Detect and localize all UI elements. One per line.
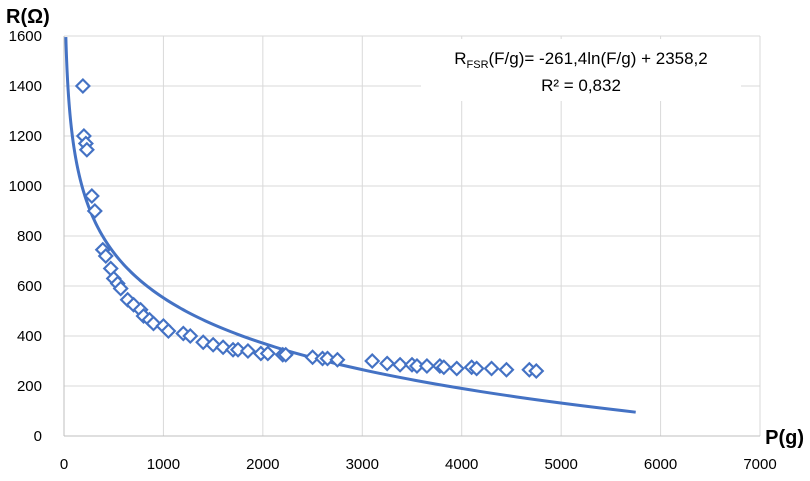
data-point-marker xyxy=(435,359,452,376)
data-point-marker xyxy=(392,356,409,373)
equation-subscript: FSR xyxy=(467,59,489,71)
data-point-marker xyxy=(86,202,103,220)
y-tick-label: 1400 xyxy=(9,78,42,95)
data-point-marker xyxy=(229,341,247,358)
y-tick-label: 200 xyxy=(17,378,42,395)
x-tick-label: 4000 xyxy=(445,456,478,473)
data-point-marker xyxy=(483,360,500,377)
trendline-equation: RFSR(F/g)= -261,4ln(F/g) + 2358,2 xyxy=(454,49,708,71)
x-tick-label: 3000 xyxy=(346,456,379,473)
y-tick-label: 1600 xyxy=(9,28,42,45)
x-tick-labels: 0 1000 2000 3000 4000 5000 6000 7000 xyxy=(60,456,777,473)
data-point-marker xyxy=(182,327,199,345)
data-point-marker xyxy=(277,346,294,363)
data-point-marker xyxy=(83,187,100,205)
y-tick-label: 1000 xyxy=(9,178,42,195)
y-tick-label: 1200 xyxy=(9,128,42,145)
x-tick-label: 2000 xyxy=(246,456,279,473)
data-point-marker xyxy=(239,342,256,360)
data-point-marker xyxy=(498,361,515,378)
data-point-marker xyxy=(364,352,381,370)
data-point-marker xyxy=(448,360,465,377)
x-tick-label: 7000 xyxy=(743,456,776,473)
x-tick-label: 1000 xyxy=(147,456,180,473)
equation-box xyxy=(421,39,741,101)
data-point-marker xyxy=(418,357,435,375)
data-point-marker xyxy=(97,247,114,265)
x-tick-label: 0 xyxy=(60,456,68,473)
data-point-marker xyxy=(319,350,336,367)
data-point-marker xyxy=(259,345,276,362)
data-point-marker xyxy=(112,280,129,297)
y-tick-label: 800 xyxy=(17,228,42,245)
axes xyxy=(63,36,760,437)
data-point-marker xyxy=(74,77,91,95)
y-tick-label: 600 xyxy=(17,278,42,295)
data-point-marker xyxy=(379,355,396,372)
data-points xyxy=(74,77,545,380)
data-point-marker xyxy=(528,362,545,380)
equation-rhs: (F/g)= -261,4ln(F/g) + 2358,2 xyxy=(489,49,708,68)
x-tick-label: 5000 xyxy=(544,456,577,473)
y-tick-label: 0 xyxy=(34,428,42,445)
data-point-marker xyxy=(78,141,95,158)
x-tick-label: 6000 xyxy=(644,456,677,473)
y-tick-labels: 0 200 400 600 800 1000 1200 1400 1600 xyxy=(9,28,42,445)
data-point-marker xyxy=(160,322,177,340)
data-point-marker xyxy=(468,360,485,377)
equation-lhs: R xyxy=(454,49,466,68)
x-axis-title: P(g) xyxy=(765,427,804,449)
data-point-marker xyxy=(329,351,346,368)
data-point-marker xyxy=(304,349,321,366)
y-tick-label: 400 xyxy=(17,328,42,345)
y-axis-title: R(Ω) xyxy=(6,6,50,28)
r-squared-label: R² = 0,832 xyxy=(541,76,621,95)
